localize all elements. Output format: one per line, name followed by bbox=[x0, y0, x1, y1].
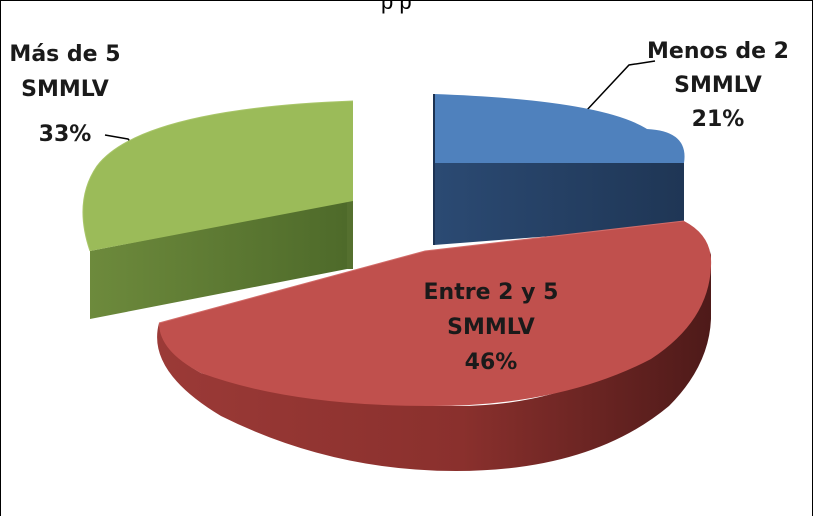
label-menos-de-2-percent: 21% bbox=[692, 107, 745, 132]
leader-line-menos-de-2 bbox=[585, 60, 656, 112]
label-menos-de-2-line1: Menos de 2 bbox=[647, 39, 789, 64]
label-entre-2-y-5-line1: Entre 2 y 5 bbox=[424, 280, 559, 305]
label-menos-de-2-line2: SMMLV bbox=[674, 73, 762, 98]
label-mas-de-5-line2: SMMLV bbox=[21, 77, 109, 102]
pie-slice-entre-2-y-5 bbox=[157, 220, 712, 471]
clipped-header-text: p p bbox=[381, 0, 412, 14]
label-mas-de-5-line1: Más de 5 bbox=[9, 42, 120, 67]
label-mas-de-5: Más de 5 SMMLV 33% bbox=[9, 42, 120, 147]
label-menos-de-2: Menos de 2 SMMLV 21% bbox=[647, 39, 789, 132]
label-entre-2-y-5-line2: SMMLV bbox=[447, 315, 535, 340]
label-entre-2-y-5: Entre 2 y 5 SMMLV 46% bbox=[424, 280, 559, 375]
pie-slice-menos-de-2 bbox=[433, 94, 685, 245]
pie-slice-mas-de-5 bbox=[82, 100, 354, 319]
label-entre-2-y-5-percent: 46% bbox=[465, 350, 518, 375]
label-mas-de-5-percent: 33% bbox=[39, 122, 92, 147]
